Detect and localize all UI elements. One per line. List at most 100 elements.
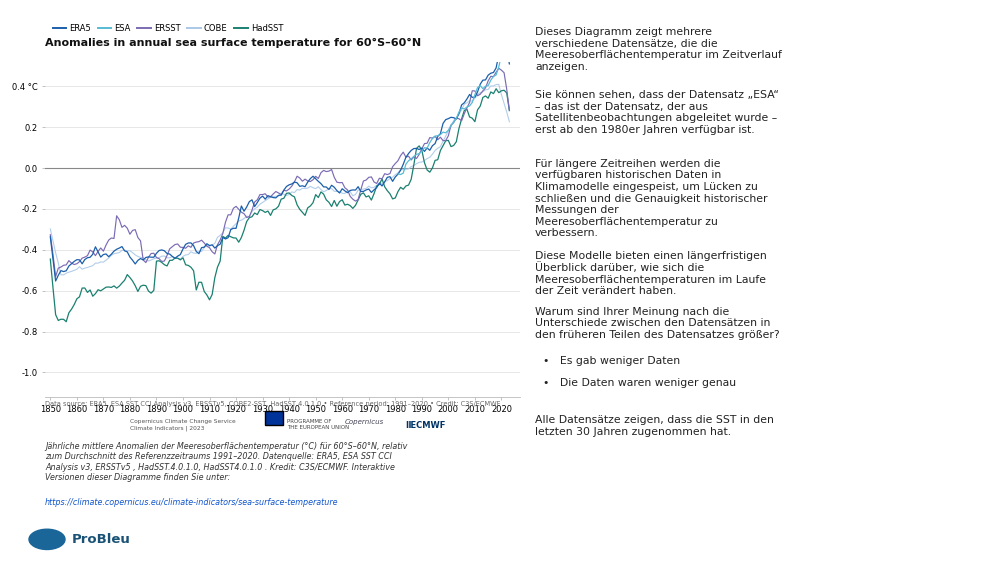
ESA xyxy=(469,91,481,98)
Line: COBE: COBE xyxy=(50,84,509,275)
ESA xyxy=(424,139,436,146)
ESA xyxy=(413,150,425,157)
ESA xyxy=(416,148,428,155)
ERA5 xyxy=(44,234,56,240)
ERSST xyxy=(349,198,361,204)
Line: ERSST: ERSST xyxy=(50,68,509,276)
ERSST xyxy=(493,65,505,72)
ESA xyxy=(474,82,486,89)
Text: Sie können sehen, dass der Datensatz „ESA“
– das ist der Datensatz, der aus
Sate: Sie können sehen, dass der Datensatz „ES… xyxy=(535,90,779,135)
ERSST xyxy=(95,244,107,251)
ESA xyxy=(453,109,465,115)
ESA xyxy=(442,127,454,133)
ESA xyxy=(434,131,446,138)
ESA xyxy=(432,132,444,139)
Text: https://climate.copernicus.eu/climate-indicators/sea-surface-temperature: https://climate.copernicus.eu/climate-in… xyxy=(45,498,338,507)
COBE xyxy=(50,249,62,256)
ERSST xyxy=(50,273,62,280)
HadSST xyxy=(60,318,72,325)
ESA xyxy=(403,157,415,164)
ESA xyxy=(472,84,484,91)
ESA xyxy=(418,144,430,151)
ERSST xyxy=(294,175,306,181)
COBE xyxy=(95,258,107,265)
HadSST xyxy=(503,107,515,114)
ESA xyxy=(426,135,438,142)
ERSST xyxy=(387,163,399,170)
ERA5 xyxy=(50,278,62,284)
COBE xyxy=(349,191,361,198)
Text: Dieses Diagramm zeigt mehrere
verschiedene Datensätze, die die
Meeresoberflächen: Dieses Diagramm zeigt mehrere verschiede… xyxy=(535,27,782,72)
ERA5 xyxy=(66,261,78,267)
ESA xyxy=(445,122,457,129)
ESA xyxy=(429,133,441,140)
ERSST xyxy=(66,260,78,266)
COBE xyxy=(387,174,399,181)
COBE xyxy=(503,118,515,125)
Text: Für längere Zeitreihen werden die
verfügbaren historischen Daten in
Klimamodelle: Für längere Zeitreihen werden die verfüg… xyxy=(535,159,768,238)
Text: •   Es gab weniger Daten: • Es gab weniger Daten xyxy=(543,356,680,366)
ERSST xyxy=(52,265,64,271)
ERSST xyxy=(503,107,515,114)
HadSST xyxy=(349,202,361,209)
HadSST xyxy=(490,86,502,92)
ESA xyxy=(490,72,502,78)
Text: Warum sind Ihrer Meinung nach die
Unterschiede zwischen den Datensätzen in
den f: Warum sind Ihrer Meinung nach die Unters… xyxy=(535,307,780,340)
Text: Diese Modelle bieten einen längerfristigen
Überblick darüber, wie sich die
Meere: Diese Modelle bieten einen längerfristig… xyxy=(535,251,767,297)
ESA xyxy=(395,171,407,178)
Text: Alle Datensätze zeigen, dass die SST in den
letzten 30 Jahren zugenommen hat.: Alle Datensätze zeigen, dass die SST in … xyxy=(535,415,774,437)
COBE xyxy=(58,271,70,278)
HadSST xyxy=(95,288,107,294)
COBE xyxy=(44,226,56,233)
ESA xyxy=(408,153,420,160)
Line: ESA: ESA xyxy=(398,34,509,175)
ERA5 xyxy=(387,178,399,185)
Text: ⅡECMWF: ⅡECMWF xyxy=(405,421,445,430)
Text: Anomalies in annual sea surface temperature for 60°S–60°N: Anomalies in annual sea surface temperat… xyxy=(45,38,421,48)
ERA5 xyxy=(95,254,107,261)
Text: Jährliche mittlere Anomalien der Meeresoberflächentemperatur (°C) für 60°S–60°N,: Jährliche mittlere Anomalien der Meereso… xyxy=(45,442,407,482)
ESA xyxy=(397,170,409,177)
ERA5 xyxy=(294,183,306,190)
ESA xyxy=(461,104,473,110)
ESA xyxy=(421,145,433,151)
COBE xyxy=(294,186,306,193)
ESA xyxy=(480,83,492,90)
HadSST xyxy=(44,256,56,262)
ERSST xyxy=(44,231,56,238)
ESA xyxy=(485,77,497,83)
Legend: ERA5, ESA, ERSST, COBE, HadSST: ERA5, ESA, ERSST, COBE, HadSST xyxy=(49,21,287,37)
Text: Copernicus: Copernicus xyxy=(345,419,384,426)
ERA5 xyxy=(349,187,361,194)
ESA xyxy=(458,106,470,113)
ESA xyxy=(392,171,404,177)
ESA xyxy=(503,46,515,52)
ESA xyxy=(405,155,417,162)
ESA xyxy=(466,99,478,106)
ESA xyxy=(464,102,476,109)
ESA xyxy=(400,161,412,168)
Text: PROGRAMME OF
THE EUROPEAN UNION: PROGRAMME OF THE EUROPEAN UNION xyxy=(287,419,349,430)
HadSST xyxy=(387,195,399,202)
HadSST xyxy=(294,206,306,213)
ERA5 xyxy=(498,35,510,42)
ESA xyxy=(411,151,423,158)
ESA xyxy=(456,105,468,111)
ESA xyxy=(495,52,507,59)
Line: ERA5: ERA5 xyxy=(50,38,509,281)
Line: HadSST: HadSST xyxy=(50,89,509,321)
Text: ProBleu: ProBleu xyxy=(72,533,131,546)
ESA xyxy=(482,82,494,89)
Text: Data source: ERA5, ESA SST CCI Analysis v3, ERSSTv5, COBE2-SST, HadSST 4.0.1.0 •: Data source: ERA5, ESA SST CCI Analysis … xyxy=(45,401,500,407)
Text: Copernicus Climate Change Service
Climate Indicators | 2023: Copernicus Climate Change Service Climat… xyxy=(130,419,236,431)
ESA xyxy=(448,119,460,126)
ERA5 xyxy=(503,60,515,67)
ESA xyxy=(477,86,489,92)
ESA xyxy=(501,31,513,38)
ESA xyxy=(437,129,449,136)
Text: •   Die Daten waren weniger genau: • Die Daten waren weniger genau xyxy=(543,378,736,388)
ESA xyxy=(450,115,462,122)
ESA xyxy=(487,73,499,80)
ESA xyxy=(498,38,510,45)
COBE xyxy=(66,268,78,275)
